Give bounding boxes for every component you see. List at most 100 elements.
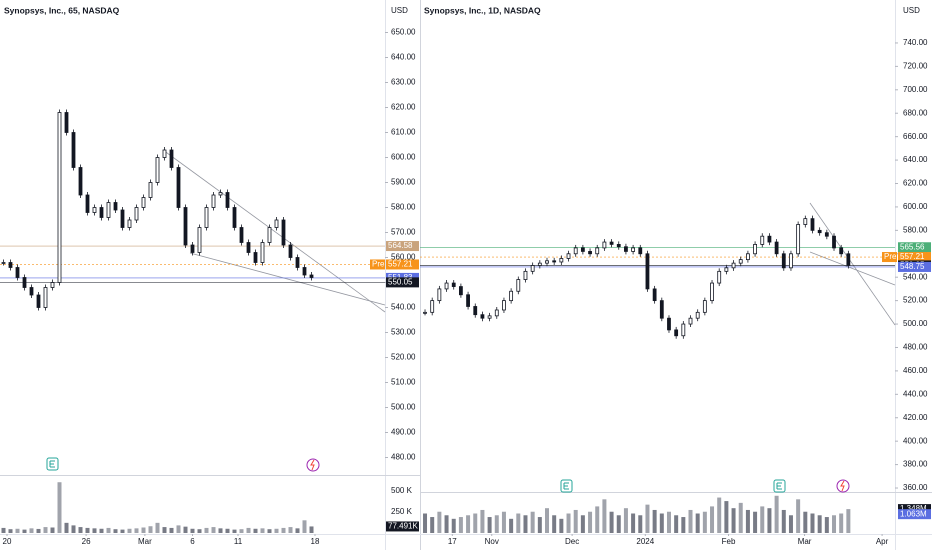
candle: [8, 262, 13, 268]
candle: [552, 260, 557, 263]
volume-bar: [753, 511, 758, 533]
candle: [50, 282, 55, 288]
y-tick-label: 420.00: [903, 413, 928, 422]
volume-bar: [760, 506, 765, 533]
y-tick-label: 520.00: [903, 296, 928, 305]
y-tick-label: 600.00: [903, 202, 928, 211]
candle: [22, 277, 27, 288]
y-tick-label: 640.00: [903, 155, 928, 164]
y-tick-label: 580.00: [903, 225, 928, 234]
volume-bar: [516, 513, 521, 533]
candle: [545, 260, 549, 264]
candle: [176, 167, 181, 208]
y-tick-label: 620.00: [391, 103, 416, 112]
x-tick-label: Mar: [798, 537, 812, 546]
volume-bar: [839, 513, 844, 533]
volume-tag-label: 1.348M: [900, 504, 927, 513]
volume-bar: [444, 515, 449, 533]
x-tick-label: 6: [190, 537, 195, 546]
candle: [295, 257, 300, 268]
y-tick-label: 580.00: [391, 203, 416, 212]
volume-bar: [211, 527, 216, 533]
volume-bar: [141, 527, 146, 533]
candle: [162, 149, 167, 158]
volume-bar: [36, 528, 41, 533]
candle: [724, 267, 729, 272]
candle: [444, 282, 449, 290]
y-tick-label: 400.00: [903, 436, 928, 445]
candle: [309, 274, 314, 278]
volume-bar: [437, 511, 442, 533]
volume-bar: [64, 522, 69, 533]
volume-bar: [71, 525, 76, 533]
y-tick-label: 680.00: [903, 108, 928, 117]
y-tick-label: 660.00: [903, 132, 928, 141]
candle: [789, 253, 793, 269]
candle: [631, 247, 636, 252]
trendline: [189, 252, 386, 306]
volume-bar: [552, 515, 557, 533]
volume-bar: [106, 527, 111, 533]
candle: [232, 207, 237, 228]
volume-bar: [781, 509, 786, 533]
y-tick-label: 520.00: [391, 353, 416, 362]
currency-label: USD: [391, 6, 408, 15]
candle: [537, 262, 542, 266]
chart-title: Synopsys, Inc., 1D, NASDAQ: [424, 5, 541, 15]
volume-bar: [724, 501, 729, 533]
x-tick-label: Feb: [722, 537, 736, 546]
volume-bar: [638, 515, 643, 533]
y-tick-label: 540.00: [903, 272, 928, 281]
candle: [85, 194, 90, 213]
candle: [817, 229, 822, 234]
candle: [141, 197, 146, 208]
volume-bar: [659, 513, 664, 533]
pre-label: Pre: [372, 260, 385, 269]
earnings-icon[interactable]: [773, 479, 786, 493]
volume-bar: [43, 527, 48, 533]
candle: [710, 282, 714, 302]
volume-bar: [92, 528, 97, 533]
volume-bar: [183, 526, 188, 533]
volume-bar: [57, 482, 62, 533]
y-tick-label: 700.00: [903, 85, 928, 94]
candle: [717, 270, 722, 284]
volume-bar: [458, 517, 463, 533]
volume-bar: [274, 528, 279, 533]
y-tick-label: 440.00: [903, 389, 928, 398]
volume-bar: [218, 528, 223, 533]
volume-bar: [99, 528, 104, 533]
candle: [57, 112, 62, 283]
candle: [774, 241, 779, 255]
volume-bar: [652, 509, 657, 533]
volume-bar: [260, 528, 265, 533]
earnings-icon[interactable]: [560, 479, 573, 493]
volume-bar: [817, 515, 822, 533]
volume-bar: [29, 528, 34, 533]
volume-bar: [566, 513, 571, 533]
volume-bar: [451, 518, 456, 533]
volume-tick-label: 250 K: [391, 507, 413, 516]
candle: [638, 247, 643, 255]
candle: [516, 279, 521, 292]
price-tag-label: 550.05: [388, 277, 413, 286]
y-tick-label: 500.00: [903, 319, 928, 328]
volume-bar: [225, 528, 230, 533]
candle: [494, 309, 499, 317]
earnings-glyph: [49, 460, 55, 468]
volume-bar: [710, 506, 715, 533]
volume-bar: [738, 502, 743, 533]
price-tag: [386, 259, 419, 270]
candle: [169, 149, 174, 168]
candle: [573, 247, 578, 255]
volume-bar: [509, 518, 514, 533]
earnings-icon[interactable]: [46, 457, 59, 471]
volume-bar: [824, 517, 829, 533]
volume-bar: [127, 528, 132, 533]
volume-bar: [1, 527, 6, 533]
candle: [78, 167, 83, 196]
pre-badge: [882, 252, 897, 263]
volume-bar: [501, 511, 506, 533]
